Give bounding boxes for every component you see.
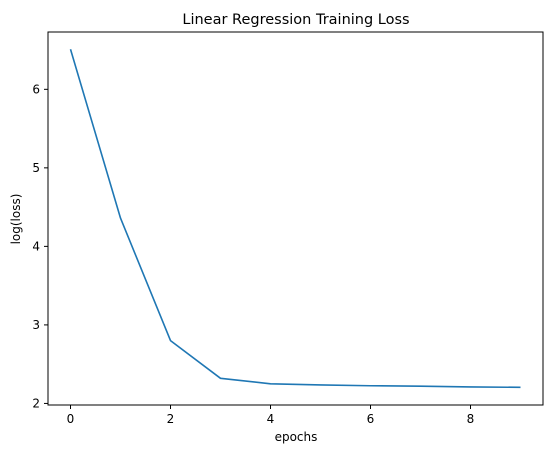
y-tick-label: 6 bbox=[32, 82, 40, 96]
x-axis-label: epochs bbox=[275, 430, 318, 444]
x-axis: 0 2 4 6 8 bbox=[67, 405, 475, 426]
y-tick-label: 3 bbox=[32, 318, 40, 332]
plot-area bbox=[69, 49, 521, 389]
y-tick-label: 4 bbox=[32, 239, 40, 253]
axes-frame bbox=[47, 31, 544, 406]
y-tick-label: 5 bbox=[32, 161, 40, 175]
x-tick-label: 8 bbox=[467, 412, 475, 426]
chart-title: Linear Regression Training Loss bbox=[182, 12, 409, 28]
x-tick-label: 2 bbox=[167, 412, 175, 426]
x-tick-label: 4 bbox=[267, 412, 275, 426]
x-tick-label: 0 bbox=[67, 412, 75, 426]
y-axis-label: log(loss) bbox=[9, 194, 23, 245]
x-tick-label: 6 bbox=[367, 412, 375, 426]
y-axis: 2 3 4 5 6 bbox=[32, 82, 48, 410]
series-line bbox=[69, 49, 521, 389]
y-tick-label: 2 bbox=[32, 396, 40, 410]
